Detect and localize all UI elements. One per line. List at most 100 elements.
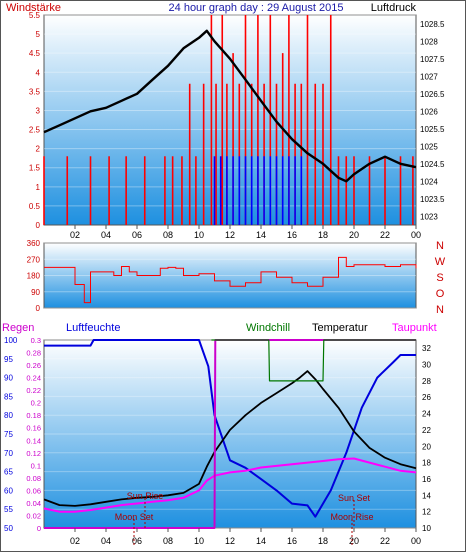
panel1-right-tick-label: 1023.5 xyxy=(420,195,445,204)
panel3-regen-tick-label: 0 xyxy=(37,524,41,533)
panel3-x-tick-label: 16 xyxy=(287,536,297,546)
taupunkt-label: Taupunkt xyxy=(392,322,437,334)
panel3-luftfeuchte-tick-label: 65 xyxy=(4,468,13,477)
panel1-left-tick-label: 2.5 xyxy=(29,126,41,135)
panel3-x-axis-ticks: 02 04 06 08 10 12 14 16 18 20 22 00 xyxy=(70,528,421,546)
regen-line xyxy=(44,339,416,529)
panel3-luftfeuchte-tick-label: 100 xyxy=(4,336,18,345)
panel1-right-axis-ticks: 1023 1023.5 1024 1024.5 1025 1025.5 1026 1026.5… xyxy=(420,20,445,222)
windchill-label: Windchill xyxy=(246,322,290,334)
panel1-x-tick-label: 20 xyxy=(349,230,359,240)
panel1-right-tick-label: 1028 xyxy=(420,37,438,46)
panel1-left-tick-label: 0.5 xyxy=(29,202,41,211)
panel3-temperature-tick-label: 10 xyxy=(422,524,431,533)
panel3-regen-tick-label: 0.22 xyxy=(26,386,41,395)
panel3-plot-area xyxy=(43,339,417,529)
panel2-left-axis-ticks: 0 90 180 270 360 xyxy=(27,239,41,313)
panel3-temperature-axis-ticks: 10 12 14 16 18 20 22 24 26 28 30 32 xyxy=(422,344,431,533)
panel3-temperature-tick-label: 14 xyxy=(422,491,431,500)
windrichtung-line xyxy=(44,256,417,304)
panel1-left-tick-label: 5.5 xyxy=(29,11,41,20)
panel1-left-tick-label: 3 xyxy=(36,106,41,115)
panel3-temperature-tick-label: 26 xyxy=(422,393,431,402)
temperatur-label: Temperatur xyxy=(312,322,368,334)
panel1-x-axis-ticks: 02 04 06 08 10 12 14 16 18 20 22 00 xyxy=(70,225,421,240)
panel2-plot-area xyxy=(43,242,417,309)
panel1-x-tick-label: 08 xyxy=(163,230,173,240)
panel3-x-tick-label: 22 xyxy=(380,536,390,546)
moon-set-annotation: Moon Set xyxy=(115,512,154,522)
compass-letter-0: N xyxy=(436,240,444,252)
panel3-luftfeuchte-axis-ticks: 50 55 60 65 70 75 80 85 90 95 100 xyxy=(4,336,18,533)
panel3-x-tick-label: 20 xyxy=(349,536,359,546)
panel3-luftfeuchte-tick-label: 85 xyxy=(4,392,13,401)
temperatur-line xyxy=(43,370,417,507)
panel3-luftfeuchte-tick-label: 50 xyxy=(4,524,13,533)
compass-letter-3: O xyxy=(436,288,445,300)
panel1-left-tick-label: 1.5 xyxy=(29,164,41,173)
panel3-temperature-tick-label: 20 xyxy=(422,442,431,451)
windchill-line xyxy=(211,339,416,382)
panel1-wind-mean-bars xyxy=(213,156,303,225)
panel1-right-tick-label: 1026.5 xyxy=(420,90,445,99)
luftfeuchte-line xyxy=(44,339,416,518)
panel1-grid xyxy=(44,14,416,207)
panel3-temperature-tick-label: 22 xyxy=(422,426,431,435)
panel3-temperature-tick-label: 16 xyxy=(422,475,431,484)
panel1-series xyxy=(43,29,417,183)
panel3-regen-tick-label: 0.1 xyxy=(31,461,41,470)
panel3-regen-tick-label: 0.12 xyxy=(26,449,41,458)
header-luftdruck-label: Luftdruck xyxy=(371,2,417,14)
compass-letter-2: S xyxy=(436,272,443,284)
panel3-x-tick-label: 18 xyxy=(318,536,328,546)
panel3-regen-tick-label: 0.16 xyxy=(26,424,41,433)
panel1-wind-gust-bars xyxy=(43,15,414,225)
panel1-left-tick-label: 4.5 xyxy=(29,49,41,58)
compass-letter-4: N xyxy=(436,304,444,316)
panel3-regen-tick-label: 0.04 xyxy=(26,499,41,508)
panel1-right-tick-label: 1027 xyxy=(420,72,438,81)
panel1-x-tick-label: 04 xyxy=(101,230,111,240)
panel3-x-tick-label: 04 xyxy=(101,536,111,546)
panel2-grid xyxy=(44,242,416,309)
panel2-left-tick-label: 270 xyxy=(27,255,41,264)
panel1-x-tick-label: 06 xyxy=(132,230,142,240)
panel1-x-tick-label: 14 xyxy=(256,230,266,240)
panel1-x-tick-label: 16 xyxy=(287,230,297,240)
panel1-right-tick-label: 1025 xyxy=(420,142,438,151)
sun-set-annotation: Sun Set xyxy=(338,493,371,503)
panel1-x-tick-label: 18 xyxy=(318,230,328,240)
panel1-right-tick-label: 1026 xyxy=(420,107,438,116)
panel3-luftfeuchte-tick-label: 80 xyxy=(4,411,13,420)
panel3-regen-tick-label: 0.18 xyxy=(26,411,41,420)
panel3-luftfeuchte-tick-label: 70 xyxy=(4,449,13,458)
regen-label: Regen xyxy=(2,322,34,334)
panel3-x-tick-label: 02 xyxy=(70,536,80,546)
panel1-right-tick-label: 1024 xyxy=(420,177,438,186)
panel1-right-tick-label: 1025.5 xyxy=(420,125,445,134)
panel2-series xyxy=(44,256,417,304)
panel3-regen-tick-label: 0.2 xyxy=(31,399,41,408)
panel3-regen-tick-label: 0.26 xyxy=(26,361,41,370)
panel3-x-tick-label: 06 xyxy=(132,536,142,546)
panel2-left-tick-label: 180 xyxy=(27,272,41,281)
panel3-luftfeuchte-tick-label: 55 xyxy=(4,505,13,514)
sun-rise-annotation: Sun Rise xyxy=(127,491,164,501)
panel1-plot-area xyxy=(43,14,417,226)
panel3-regen-tick-label: 0.28 xyxy=(26,349,41,358)
panel3-x-tick-label: 00 xyxy=(411,536,421,546)
panel3-regen-tick-label: 0.08 xyxy=(26,474,41,483)
luftfeuchte-label: Luftfeuchte xyxy=(66,322,120,334)
panel1-left-axis-ticks: 0 0.5 1 1.5 2 2.5 3 3.5 4 4.5 5 5.5 xyxy=(29,11,41,230)
panel3-x-tick-label: 08 xyxy=(163,536,173,546)
panel3-x-tick-label: 14 xyxy=(256,536,266,546)
panel1-x-tick-label: 00 xyxy=(411,230,421,240)
panel3-temperature-tick-label: 18 xyxy=(422,459,431,468)
panel3-regen-axis-ticks: 0 0.02 0.04 0.06 0.08 0.1 0.12 0.14 0.16 0.18 0.2 0… xyxy=(26,336,41,533)
panel1-x-tick-label: 02 xyxy=(70,230,80,240)
panel3-temperature-tick-label: 24 xyxy=(422,410,431,419)
panel1-x-tick-label: 10 xyxy=(194,230,204,240)
